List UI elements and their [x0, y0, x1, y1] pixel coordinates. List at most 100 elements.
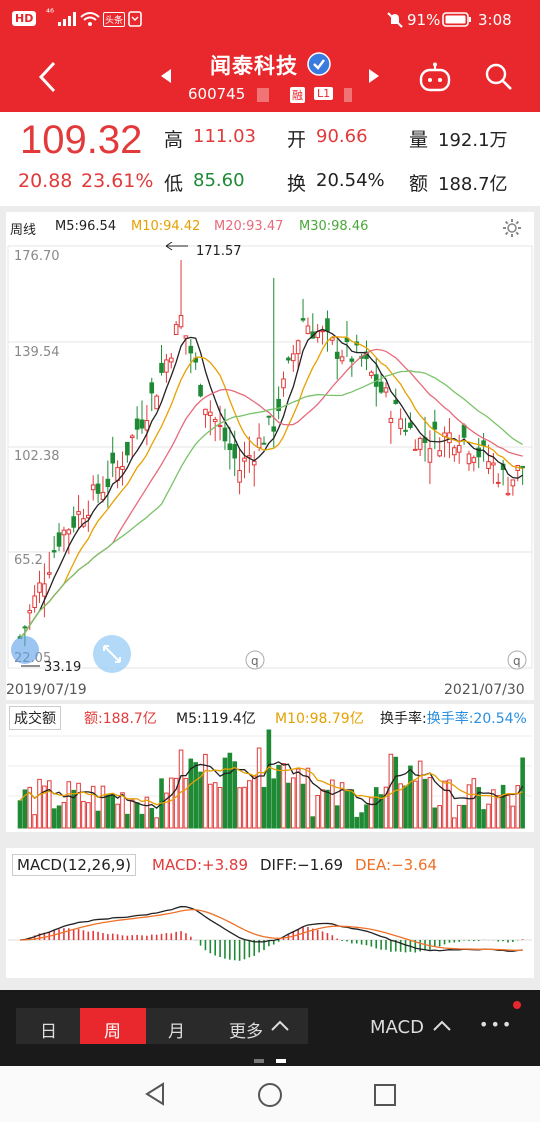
volume-bar [422, 778, 428, 829]
candle-body [125, 441, 130, 456]
volume-bar [247, 780, 252, 829]
nav-back-icon[interactable] [143, 1082, 167, 1106]
margin-tag: 融 [290, 87, 305, 103]
info-marker-q-2[interactable] [507, 650, 527, 670]
open-label: 开 [287, 129, 307, 151]
candle-body [305, 325, 311, 335]
volume-bar [408, 765, 413, 829]
volume-panel[interactable]: 成交额 额:188.7亿 M5:119.4亿 M10:98.79亿 换手率:换手… [6, 704, 534, 832]
next-stock-icon[interactable] [368, 68, 380, 84]
volume-bar [491, 789, 496, 829]
info-marker-q-1[interactable] [245, 650, 265, 670]
volume-bar [432, 807, 438, 829]
volume-bar [378, 794, 384, 829]
volume-bar [212, 782, 218, 829]
kline-panel[interactable]: 周线 M5:96.54 M10:94.42 M20:93.47 M30:98.4… [6, 212, 534, 700]
candle-body [290, 353, 296, 362]
candle-body [339, 356, 345, 362]
volume-bar [90, 785, 96, 829]
volume-bar [237, 787, 242, 829]
ma20-label: M20:93.47 [214, 219, 284, 234]
volume-bar [486, 803, 491, 829]
candle-body [300, 318, 306, 321]
price-change-pct: 23.61% [81, 170, 154, 192]
volume-bar [173, 777, 179, 829]
volume-bar [300, 783, 306, 829]
turnover-rate-value: 换手率:20.54% [426, 711, 527, 727]
open-value: 90.66 [316, 126, 368, 147]
volume-bar [461, 804, 467, 829]
candle-body [427, 448, 433, 463]
search-icon[interactable] [484, 62, 514, 92]
volume-bar [129, 799, 135, 829]
candle-body [461, 424, 467, 438]
indicator-selector[interactable]: MACD [370, 1017, 424, 1038]
volume-bar [281, 763, 286, 829]
candle-body [369, 371, 374, 376]
notification-icon [128, 11, 142, 27]
volume-bar [412, 780, 418, 829]
volume-bar [203, 753, 208, 829]
toutiao-badge: 头条 [103, 12, 126, 27]
volume-bar [37, 778, 42, 829]
volume-bar [344, 790, 350, 829]
kline-chart[interactable]: 176.70 139.54 102.38 65.2 22.05 171.57 3… [6, 242, 534, 700]
volume-bar [125, 813, 130, 829]
tab-month[interactable]: 月 [168, 1022, 185, 1042]
ma30-label: M30:98.46 [299, 219, 369, 234]
candle-body [383, 387, 389, 393]
candle-body [491, 462, 496, 466]
volume-bar [359, 812, 364, 829]
candle-body [212, 418, 218, 423]
level-tag: L1 [314, 87, 334, 100]
volume-bar [388, 753, 394, 829]
macd-indicator-tab[interactable]: MACD(12,26,9) [12, 854, 136, 876]
stock-name: 闻泰科技 [210, 54, 298, 78]
kline-grid [7, 245, 533, 669]
signal-label: ⁴⁶ [46, 8, 55, 19]
candle-body [188, 345, 194, 354]
volume-bar [325, 789, 330, 829]
candle-body [100, 491, 106, 501]
volume-bar [427, 776, 433, 829]
candle-body [173, 324, 179, 335]
volume-bar [193, 762, 198, 829]
volume-bar [164, 792, 169, 829]
candle-body [164, 359, 169, 373]
settings-icon[interactable] [502, 218, 522, 238]
volume-bar [227, 752, 233, 829]
volume-bar [188, 758, 194, 829]
page-indicator-1 [254, 1059, 264, 1063]
candle-body [22, 626, 28, 629]
high-label: 高 [164, 129, 184, 151]
volume-bar [46, 780, 52, 829]
candle-body [27, 609, 33, 614]
tab-week-active[interactable] [80, 1008, 146, 1044]
candle-body [242, 457, 247, 462]
more-menu-button[interactable]: ••• [479, 1015, 514, 1034]
back-icon[interactable] [36, 60, 60, 94]
volume-bar [476, 787, 482, 829]
candle-body [237, 470, 242, 483]
volume-bar [134, 802, 140, 829]
robot-assistant-icon[interactable] [418, 62, 452, 92]
tab-day[interactable]: 日 [40, 1022, 57, 1042]
verified-icon [307, 52, 331, 76]
volume-indicator-tab[interactable]: 成交额 [9, 706, 61, 730]
ma10-line [19, 336, 523, 639]
prev-stock-icon[interactable] [160, 68, 172, 84]
candle-body [456, 445, 462, 453]
volume-bar [305, 767, 311, 829]
nav-home-icon[interactable] [257, 1082, 283, 1108]
dea-value: DEA:−3.64 [355, 856, 438, 874]
tab-week[interactable]: 周 [104, 1022, 121, 1042]
ma10-label: M10:94.42 [131, 219, 201, 234]
candle-body [198, 384, 203, 397]
volume-m10: M10:98.79亿 [275, 711, 364, 727]
macd-panel[interactable]: MACD(12,26,9) MACD:+3.89 DIFF:−1.69 DEA:… [6, 848, 534, 978]
nav-recents-icon[interactable] [373, 1083, 397, 1107]
tab-more[interactable]: 更多 [229, 1022, 263, 1042]
volume-bar [105, 794, 111, 829]
diff-value: DIFF:−1.69 [260, 856, 344, 874]
date-start: 2019/07/19 [6, 682, 87, 698]
